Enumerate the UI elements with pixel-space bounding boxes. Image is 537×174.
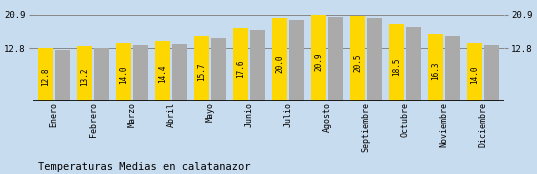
Bar: [406, 27, 420, 101]
Text: 14.0: 14.0: [470, 66, 479, 84]
Text: 18.5: 18.5: [392, 57, 401, 76]
Text: 20.5: 20.5: [353, 54, 362, 72]
Text: 16.3: 16.3: [431, 61, 440, 80]
Text: 20.9: 20.9: [314, 53, 323, 71]
Bar: [272, 18, 287, 101]
Text: Temperaturas Medias en calatanazor: Temperaturas Medias en calatanazor: [38, 162, 250, 172]
Text: 20.0: 20.0: [275, 54, 284, 73]
Bar: [289, 20, 303, 101]
Text: 15.7: 15.7: [197, 63, 206, 81]
Bar: [211, 38, 226, 101]
Text: 14.4: 14.4: [158, 65, 168, 84]
Bar: [467, 43, 482, 101]
Bar: [172, 44, 187, 101]
Bar: [250, 30, 265, 101]
Bar: [328, 17, 343, 101]
Bar: [389, 25, 404, 101]
Bar: [77, 46, 92, 101]
Bar: [484, 45, 498, 101]
Text: 12.8: 12.8: [41, 68, 50, 86]
Text: 13.2: 13.2: [81, 67, 89, 86]
Bar: [367, 18, 382, 101]
Bar: [445, 36, 460, 101]
Bar: [117, 43, 131, 101]
Bar: [350, 16, 365, 101]
Bar: [94, 49, 108, 101]
Bar: [311, 15, 326, 101]
Bar: [194, 36, 209, 101]
Bar: [55, 50, 70, 101]
Bar: [39, 48, 53, 101]
Bar: [234, 28, 248, 101]
Text: 17.6: 17.6: [236, 59, 245, 77]
Bar: [155, 41, 170, 101]
Bar: [429, 34, 443, 101]
Bar: [133, 45, 148, 101]
Text: 14.0: 14.0: [119, 66, 128, 84]
